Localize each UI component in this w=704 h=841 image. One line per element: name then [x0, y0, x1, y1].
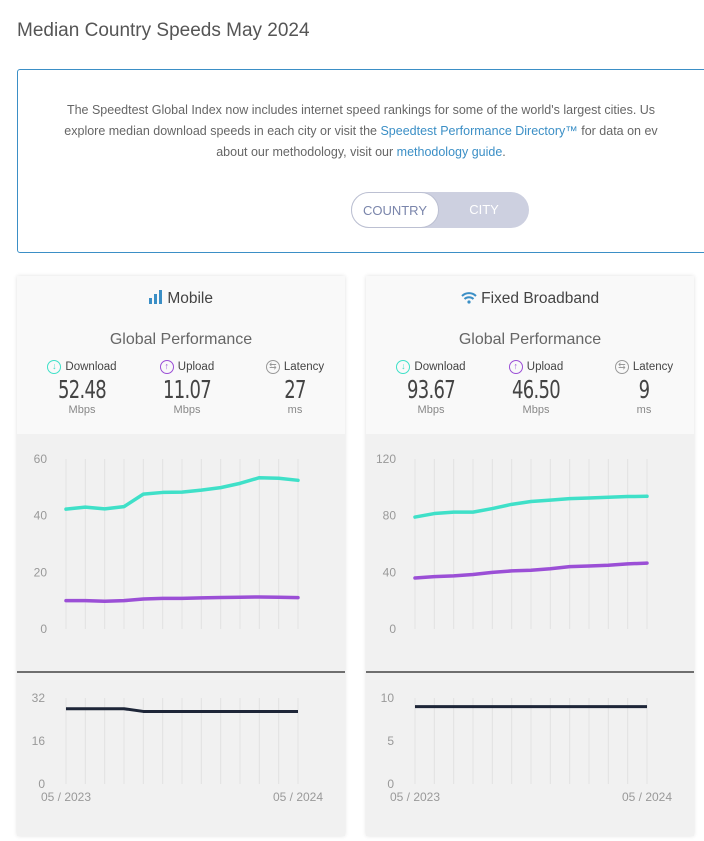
- metric-value: 46.50: [500, 376, 572, 404]
- metric-latency: ⇆ Latency 9 ms: [594, 360, 694, 416]
- metric-unit: ms: [594, 404, 694, 416]
- metric-label: Download: [414, 361, 465, 373]
- metric-label: Latency: [633, 361, 673, 373]
- y-tick-label: 20: [34, 565, 48, 579]
- metric-unit: Mbps: [486, 404, 586, 416]
- toggle-country[interactable]: COUNTRY: [351, 192, 439, 228]
- metric-value: 11.07: [151, 376, 223, 404]
- page-title: Median Country Speeds May 2024: [17, 20, 310, 42]
- info-line-3-end: .: [502, 145, 505, 159]
- info-line-2-end: for data on ev: [578, 124, 658, 138]
- metric-label: Download: [65, 361, 116, 373]
- global-performance-label: Global Performance: [366, 331, 694, 349]
- latency-y-tick-label: 0: [38, 777, 45, 791]
- metric-latency: ⇆ Latency 27 ms: [245, 360, 345, 416]
- metric-unit: Mbps: [381, 404, 481, 416]
- y-tick-label: 0: [389, 622, 396, 636]
- latency-icon: ⇆: [266, 360, 280, 374]
- info-line-2: explore median download speeds in each c…: [64, 124, 380, 138]
- metric-label-row: ↑ Upload: [486, 360, 586, 374]
- toggle-city[interactable]: CITY: [439, 192, 529, 228]
- metric-label: Upload: [178, 361, 214, 373]
- mobile-chart: 0 20 40 60 0 16 32 05 / 2023 05 / 2024: [17, 434, 345, 836]
- x-start-label: 05 / 2023: [41, 790, 91, 804]
- y-tick-label: 40: [34, 509, 48, 523]
- metric-label-row: ⇆ Latency: [594, 360, 694, 374]
- metric-label: Latency: [284, 361, 324, 373]
- x-end-label: 05 / 2024: [622, 790, 672, 804]
- upload-icon: ↑: [160, 360, 174, 374]
- performance-directory-link[interactable]: Speedtest Performance Directory™: [380, 124, 577, 138]
- info-text: The Speedtest Global Index now includes …: [18, 100, 704, 163]
- fixed-broadband-card: Fixed Broadband Global Performance 0 40 80…: [366, 276, 694, 836]
- metric-label-row: ↑ Upload: [137, 360, 237, 374]
- metric-value: 93.67: [395, 376, 467, 404]
- y-tick-label: 80: [383, 509, 397, 523]
- x-end-label: 05 / 2024: [273, 790, 323, 804]
- latency-y-tick-label: 0: [387, 777, 394, 791]
- wifi-icon: [461, 291, 477, 304]
- upload-icon: ↑: [509, 360, 523, 374]
- latency-icon: ⇆: [615, 360, 629, 374]
- metric-value: 9: [608, 376, 680, 404]
- metric-value: 52.48: [46, 376, 118, 404]
- info-box: The Speedtest Global Index now includes …: [17, 69, 704, 253]
- methodology-guide-link[interactable]: methodology guide: [397, 145, 503, 159]
- metric-unit: Mbps: [137, 404, 237, 416]
- card-title: Mobile: [167, 290, 213, 307]
- metric-value: 27: [259, 376, 331, 404]
- country-city-toggle[interactable]: COUNTRY CITY: [351, 192, 529, 228]
- metric-unit: ms: [245, 404, 345, 416]
- metric-download: ↓ Download 52.48 Mbps: [32, 360, 132, 416]
- y-tick-label: 40: [383, 565, 397, 579]
- latency-y-tick-label: 5: [387, 734, 394, 748]
- metric-upload: ↑ Upload 46.50 Mbps: [486, 360, 586, 416]
- card-title: Fixed Broadband: [481, 290, 599, 307]
- latency-y-tick-label: 32: [32, 691, 46, 705]
- info-line-1: The Speedtest Global Index now includes …: [67, 103, 655, 117]
- latency-y-tick-label: 10: [381, 691, 395, 705]
- metric-upload: ↑ Upload 11.07 Mbps: [137, 360, 237, 416]
- y-tick-label: 120: [376, 452, 396, 466]
- global-performance-label: Global Performance: [17, 331, 345, 349]
- metric-label-row: ↓ Download: [32, 360, 132, 374]
- mobile-card: Mobile Global Performance 0 20 40 60 0 16 32 05…: [17, 276, 345, 836]
- signal-bars-icon: [149, 290, 163, 304]
- card-header: Fixed Broadband: [366, 290, 694, 308]
- latency-y-tick-label: 16: [32, 734, 46, 748]
- metric-download: ↓ Download 93.67 Mbps: [381, 360, 481, 416]
- fixed-broadband-chart: 0 40 80 120 0 5 10 05 / 2023 05 / 2024: [366, 434, 694, 836]
- y-tick-label: 0: [40, 622, 47, 636]
- metric-label: Upload: [527, 361, 563, 373]
- metric-unit: Mbps: [32, 404, 132, 416]
- info-line-3: about our methodology, visit our: [216, 145, 396, 159]
- download-icon: ↓: [396, 360, 410, 374]
- card-header: Mobile: [17, 290, 345, 308]
- y-tick-label: 60: [34, 452, 48, 466]
- x-start-label: 05 / 2023: [390, 790, 440, 804]
- download-icon: ↓: [47, 360, 61, 374]
- metric-label-row: ⇆ Latency: [245, 360, 345, 374]
- metric-label-row: ↓ Download: [381, 360, 481, 374]
